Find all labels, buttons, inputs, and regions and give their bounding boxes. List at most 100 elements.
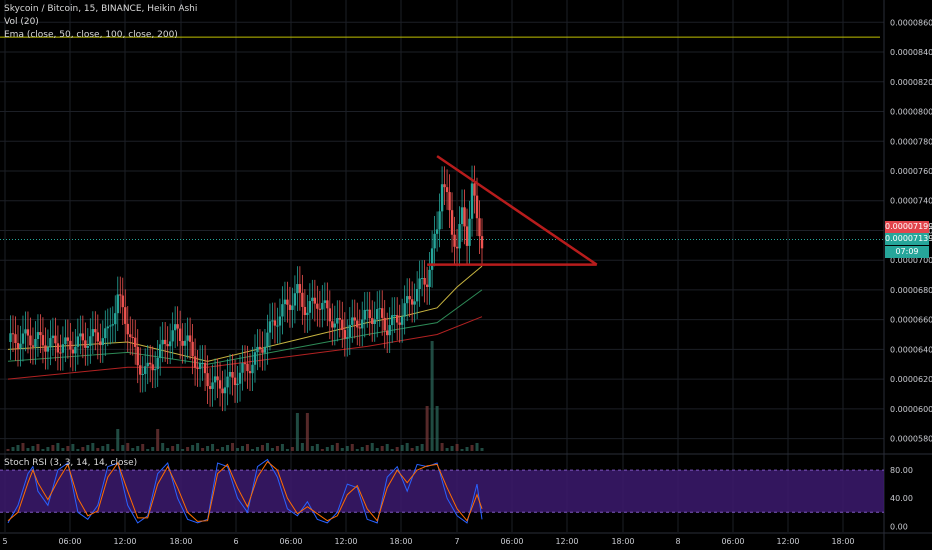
grid-lines: [0, 0, 884, 532]
ema-legend[interactable]: Ema (close, 50, close, 100, close, 200): [4, 30, 178, 40]
candle-body: [425, 284, 429, 287]
candle-body: [468, 218, 471, 246]
candle-body: [216, 376, 219, 381]
candle-body: [261, 349, 264, 353]
candle-body: [66, 337, 70, 341]
candle-body: [378, 308, 381, 310]
volume-bar: [265, 443, 269, 451]
candle-body: [278, 316, 282, 326]
candle-body: [156, 357, 159, 370]
stoch-y-tick-label: 80.00: [890, 466, 913, 475]
x-tick-label: 06:00: [279, 537, 302, 546]
candle-body: [153, 369, 157, 371]
candle-body: [221, 388, 224, 394]
candle-body: [89, 336, 92, 346]
volume-bar: [206, 446, 210, 451]
candle-body: [206, 373, 209, 387]
candle-body: [465, 226, 469, 246]
candle-body: [109, 325, 112, 327]
candle-body: [213, 376, 217, 383]
volume-bar: [36, 444, 40, 451]
volume-bar: [201, 448, 205, 451]
volume-legend[interactable]: Vol (20): [4, 17, 39, 27]
volume-bar: [106, 444, 110, 451]
candle-body: [458, 224, 461, 249]
volume-bar: [211, 444, 215, 451]
volume-bar: [141, 444, 145, 451]
candle-body: [231, 371, 234, 378]
volume-bar: [450, 446, 454, 451]
volume-bar: [171, 446, 175, 451]
candle-body: [228, 371, 232, 377]
volume-bar: [310, 446, 314, 451]
candle-body: [191, 341, 194, 357]
volume-bar: [355, 449, 359, 451]
volume-bar: [76, 449, 80, 451]
x-tick-label: 06:00: [500, 537, 523, 546]
candle-body: [311, 297, 314, 302]
candle-body: [420, 277, 424, 279]
candle-body: [104, 328, 107, 339]
ema-200-line: [7, 316, 483, 380]
volume-bar: [71, 444, 75, 451]
candle-body: [453, 234, 456, 247]
stoch-series-k-line: [7, 458, 483, 524]
x-tick-label: 18:00: [611, 537, 634, 546]
candle-body: [14, 334, 17, 344]
volume-bar: [176, 444, 180, 451]
candle-body: [233, 377, 237, 386]
volume-bar: [26, 448, 30, 451]
volume-bar: [430, 341, 434, 451]
candle-body: [386, 330, 389, 336]
volume-bar: [245, 444, 249, 451]
volume-bar: [96, 448, 100, 451]
volume-bar: [410, 448, 414, 451]
x-tick-label: 6: [233, 537, 238, 546]
candle-body: [26, 329, 30, 336]
x-tick-label: 06:00: [58, 537, 81, 546]
candle-body: [218, 380, 222, 389]
candle-body: [348, 324, 351, 338]
candles: [9, 165, 484, 412]
candle-body: [208, 386, 212, 389]
volume-bar: [405, 443, 409, 451]
candle-body: [59, 352, 62, 354]
symbol-legend[interactable]: Skycoin / Bitcoin, 15, BINANCE, Heikin A…: [4, 4, 198, 14]
candle-body: [366, 309, 369, 311]
candle-body: [64, 337, 67, 345]
candle-body: [413, 301, 416, 305]
candle-body: [318, 308, 322, 310]
volume-bar: [91, 443, 95, 451]
x-tick-label: 18:00: [389, 537, 412, 546]
volume-bar: [285, 449, 289, 451]
volume-bar: [181, 449, 185, 451]
candle-body: [281, 304, 284, 317]
candle-body: [91, 329, 95, 337]
volume-bar: [325, 447, 329, 451]
candle-body: [301, 292, 304, 307]
volume-bar: [350, 444, 354, 451]
candle-body: [343, 330, 346, 339]
candle-body: [114, 313, 117, 325]
volume-bar: [295, 413, 299, 451]
x-tick-label: 12:00: [776, 537, 799, 546]
candle-body: [356, 320, 359, 328]
candle-body: [158, 344, 162, 358]
volume-bar: [335, 443, 339, 451]
volume-bar: [340, 448, 344, 451]
volume-bar: [280, 444, 284, 451]
candle-body: [400, 316, 404, 325]
candle-body: [336, 318, 339, 324]
candle-body: [188, 335, 192, 342]
candle-body: [176, 324, 179, 329]
volume-bar: [86, 445, 90, 451]
stoch-rsi-legend[interactable]: Stoch RSI (3, 3, 14, 14, close): [4, 458, 138, 468]
candle-body: [393, 315, 396, 317]
candle-body: [341, 319, 344, 331]
volume-bar: [216, 449, 220, 451]
candle-body: [271, 320, 274, 322]
candle-body: [410, 299, 414, 305]
candle-body: [31, 345, 35, 347]
candle-body: [358, 327, 361, 329]
